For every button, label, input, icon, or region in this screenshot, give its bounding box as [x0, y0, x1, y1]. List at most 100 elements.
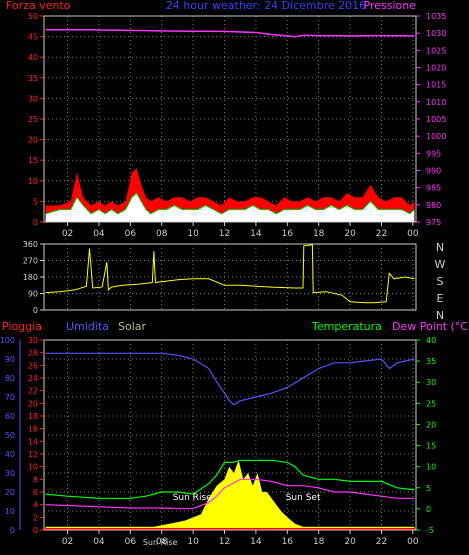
compass-label: N — [436, 309, 444, 322]
rain-tick-label: 60 — [5, 412, 15, 421]
pressure-tick-label: 995 — [426, 149, 441, 158]
sun-rise-annotation: Sun Rise — [173, 493, 212, 503]
rain-tick-label: 10 — [5, 507, 15, 516]
forza-vento-label: Forza vento — [6, 0, 71, 12]
direction-tick-label: 180 — [23, 273, 38, 282]
rain-tick-label: 20 — [5, 488, 15, 497]
pressure-tick-label: 1030 — [426, 29, 446, 38]
plot-frame — [43, 339, 417, 531]
x-tick-label: 08 — [156, 537, 168, 547]
compass-label: W — [435, 258, 446, 271]
x-tick-label: 16 — [282, 229, 294, 239]
x-tick-label: 12 — [219, 229, 230, 239]
wind-tick-label: 15 — [28, 156, 38, 165]
compass-label: S — [437, 275, 444, 288]
x-tick-label: 04 — [93, 229, 105, 239]
humidity-tick-label: 8 — [33, 475, 38, 484]
solar-area — [45, 460, 415, 530]
pressure-tick-label: 975 — [426, 218, 441, 227]
chart-title: 24 hour weather: 24 Dicembre 2016 — [166, 0, 366, 12]
pressure-tick-label: 1000 — [426, 132, 446, 141]
pressure-tick-label: 990 — [426, 167, 441, 176]
pressione-label: Pressione — [364, 0, 417, 12]
humidity-tick-label: 16 — [28, 425, 38, 434]
humidity-tick-label: 6 — [33, 488, 38, 497]
temperature-tick-label: 0 — [426, 505, 431, 514]
x-tick-label: 10 — [187, 229, 199, 239]
rain-tick-label: 90 — [5, 355, 15, 364]
x-tick-label: 22 — [376, 537, 387, 547]
temperature-tick-label: 30 — [426, 378, 436, 387]
temperature-tick-label: 25 — [426, 399, 436, 408]
rain-tick-label: 50 — [5, 431, 15, 440]
temperature-tick-label: 15 — [426, 442, 436, 451]
sun-rise-axis-label: Sun Rise — [143, 538, 178, 547]
temperatura-label: Temperatura — [311, 320, 382, 333]
pressure-tick-label: 985 — [426, 184, 441, 193]
compass-label: N — [436, 241, 444, 254]
x-tick-label: 18 — [313, 537, 325, 547]
x-tick-label: 06 — [125, 229, 137, 239]
pressure-tick-label: 1010 — [426, 98, 446, 107]
x-tick-label: 12 — [219, 537, 230, 547]
wind-tick-label: 20 — [28, 136, 38, 145]
compass-label: E — [437, 292, 444, 305]
x-tick-label: 14 — [250, 537, 262, 547]
x-tick-label: 20 — [344, 229, 356, 239]
humidity-tick-label: 14 — [28, 437, 38, 446]
humidity-tick-label: 12 — [28, 450, 38, 459]
rain-tick-label: 40 — [5, 450, 15, 459]
rain-tick-label: 30 — [5, 469, 15, 478]
direction-tick-label: 270 — [23, 257, 38, 266]
pressure-tick-label: 1025 — [426, 46, 446, 55]
pressure-tick-label: 1005 — [426, 115, 446, 124]
umidita-label: Umidita — [66, 320, 109, 333]
humidity-tick-label: 28 — [28, 349, 38, 358]
temperature-panel: 0102030405060708090100024681012141618202… — [0, 336, 436, 547]
direction-tick-label: 90 — [28, 290, 38, 299]
x-tick-label: 10 — [187, 537, 199, 547]
wind-tick-label: 25 — [28, 115, 38, 124]
rain-tick-label: 0 — [10, 526, 15, 535]
rain-tick-label: 100 — [0, 336, 15, 345]
humidity-tick-label: 10 — [28, 463, 38, 472]
temperature-tick-label: 10 — [426, 463, 436, 472]
x-tick-label: 02 — [62, 537, 73, 547]
dew-point-line — [45, 478, 415, 510]
x-tick-label: 22 — [376, 229, 387, 239]
wind-direction-line — [45, 244, 415, 304]
dew-point-label: Dew Point (°C) — [392, 320, 469, 333]
sun-set-annotation: Sun Set — [286, 493, 321, 503]
temperature-tick-label: -5 — [426, 526, 434, 535]
pioggia-label: Pioggia — [2, 320, 42, 333]
humidity-tick-label: 22 — [28, 387, 38, 396]
humidity-line — [45, 352, 415, 406]
humidity-tick-label: 18 — [28, 412, 38, 421]
pressure-line — [45, 28, 415, 38]
x-tick-label: 06 — [125, 537, 137, 547]
temperature-tick-label: 35 — [426, 357, 436, 366]
solar-label: Solar — [118, 320, 147, 333]
rain-tick-label: 70 — [5, 393, 15, 402]
wind-tick-label: 45 — [28, 33, 38, 42]
humidity-tick-label: 26 — [28, 361, 38, 370]
humidity-tick-label: 4 — [33, 501, 38, 510]
x-tick-label: 14 — [250, 229, 262, 239]
temperature-tick-label: 40 — [426, 336, 436, 345]
humidity-tick-label: 24 — [28, 374, 38, 383]
x-tick-label: 00 — [407, 537, 419, 547]
x-tick-label: 00 — [407, 229, 419, 239]
wind-tick-label: 0 — [33, 218, 38, 227]
x-tick-label: 04 — [93, 537, 105, 547]
wind-tick-label: 35 — [28, 74, 38, 83]
pressure-tick-label: 1015 — [426, 81, 446, 90]
wind-average-line — [45, 192, 415, 215]
wind-panel: 0510152025303540455097598098599099510001… — [28, 12, 447, 239]
x-tick-label: 08 — [156, 229, 168, 239]
wind-tick-label: 5 — [33, 197, 38, 206]
wind-tick-label: 30 — [28, 94, 38, 103]
humidity-tick-label: 0 — [33, 526, 38, 535]
temperature-tick-label: 20 — [426, 420, 436, 429]
